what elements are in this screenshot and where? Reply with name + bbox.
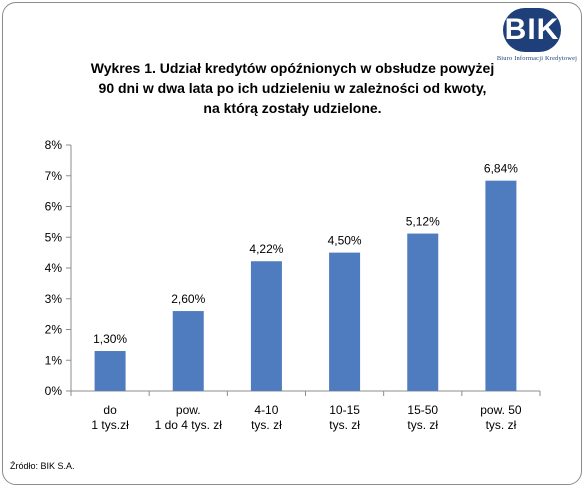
x-tick-label: 1 tys.zł xyxy=(91,418,129,432)
bik-logo: BIK Biuro Informacji Kredytowej xyxy=(494,8,580,66)
data-label: 4,22% xyxy=(249,242,283,256)
bar xyxy=(172,311,204,391)
y-tick-label: 3% xyxy=(45,292,63,306)
bar xyxy=(329,252,361,391)
x-tick-label: 10-15 xyxy=(329,403,360,417)
data-label: 1,30% xyxy=(93,332,127,346)
x-tick-label: 1 do 4 tys. zł xyxy=(155,418,223,432)
chart-title: Wykres 1. Udział kredytów opóźnionych w … xyxy=(0,58,585,118)
source-note: Źródło: BIK S.A. xyxy=(10,461,75,471)
x-tick-label: pow. 50 xyxy=(480,403,522,417)
y-tick-label: 2% xyxy=(45,323,63,337)
logo-badge: BIK xyxy=(503,8,561,52)
logo-subtitle: Biuro Informacji Kredytowej xyxy=(496,55,578,62)
chart-title-line-3: na którą zostały udzielone. xyxy=(203,100,382,116)
data-label: 5,12% xyxy=(406,215,440,229)
y-tick-label: 4% xyxy=(45,261,63,275)
data-label: 4,50% xyxy=(328,234,362,248)
y-tick-label: 8% xyxy=(45,138,63,152)
data-label: 6,84% xyxy=(484,162,518,176)
bar xyxy=(407,233,439,391)
y-tick-label: 7% xyxy=(45,169,63,183)
x-tick-label: tys. zł xyxy=(407,418,438,432)
bar xyxy=(94,351,126,391)
bar xyxy=(485,180,517,391)
x-tick-label: 4-10 xyxy=(254,403,278,417)
logo-text: BIK xyxy=(504,13,560,46)
y-tick-label: 5% xyxy=(45,230,63,244)
bar xyxy=(250,261,282,391)
x-tick-label: 15-50 xyxy=(407,403,438,417)
chart-title-line-1: Wykres 1. Udział kredytów opóźnionych w … xyxy=(90,60,495,76)
y-tick-label: 0% xyxy=(45,384,63,398)
y-tick-label: 1% xyxy=(45,353,63,367)
y-tick-label: 6% xyxy=(45,200,63,214)
x-tick-label: tys. zł xyxy=(329,418,360,432)
x-tick-label: pow. xyxy=(176,403,201,417)
data-label: 2,60% xyxy=(171,292,205,306)
chart-title-line-2: 90 dni w dwa lata po ich udzieleniu w za… xyxy=(98,80,487,96)
x-tick-label: tys. zł xyxy=(251,418,282,432)
x-tick-label: do xyxy=(103,403,117,417)
x-tick-label: tys. zł xyxy=(486,418,517,432)
